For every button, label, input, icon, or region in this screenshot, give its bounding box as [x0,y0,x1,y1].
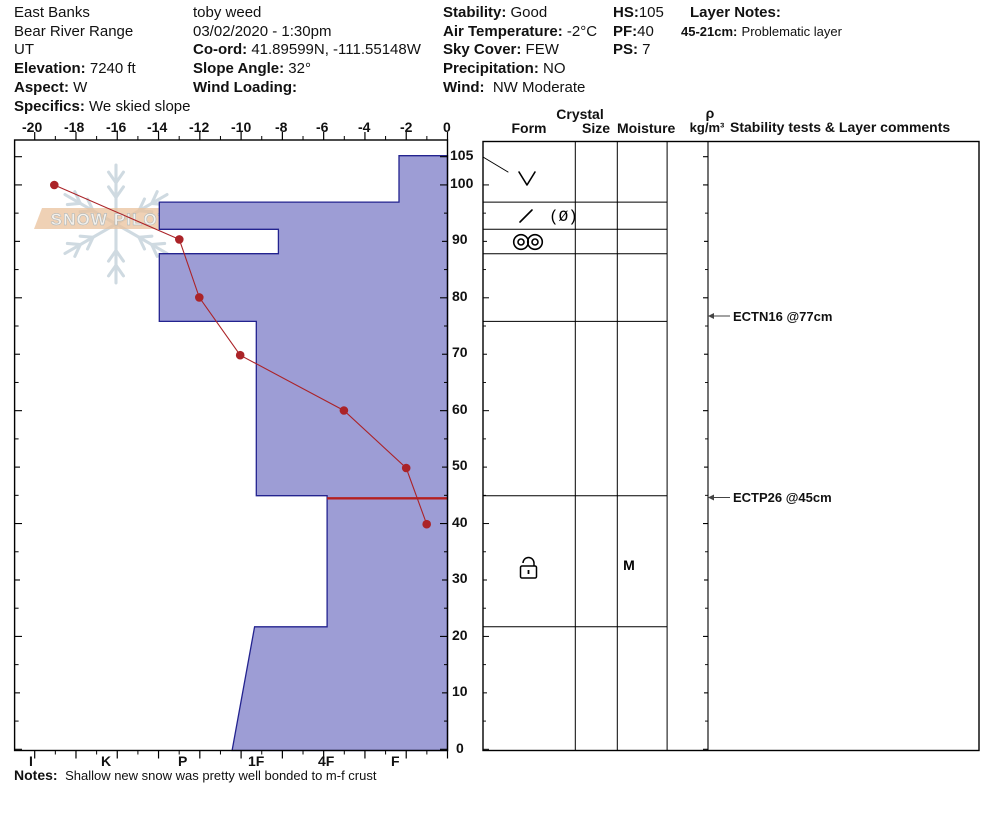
svg-text:M: M [623,557,635,573]
svg-text:(Ø): (Ø) [549,208,578,226]
